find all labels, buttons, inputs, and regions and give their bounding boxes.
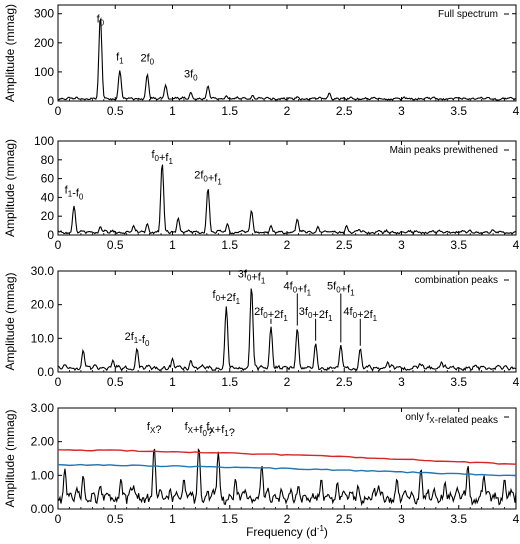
peak-annotation: fX? <box>147 421 162 436</box>
y-tick-label: 0 <box>47 228 54 242</box>
x-tick-label: 4 <box>513 104 520 118</box>
x-tick-label: 0.5 <box>107 512 124 526</box>
panel-3: 0 0.5 1 1.5 2 2.5 3 3.5 4 0.0 10.0 20.0 30.0 Amplitud… <box>3 264 520 389</box>
peak-annotation: 2f1-f0 <box>125 331 150 348</box>
series-line-2 <box>58 449 516 465</box>
series-line-1 <box>58 164 516 235</box>
series-line-1 <box>58 17 516 101</box>
x-tick-label: 2 <box>284 104 291 118</box>
y-tick-label: 10.0 <box>31 331 55 345</box>
y-tick-label: 200 <box>34 36 54 50</box>
x-tick-label: 1.5 <box>221 375 238 389</box>
y-tick-label: 3.00 <box>31 401 55 415</box>
peak-annotation: 3f0+f1 <box>238 269 266 286</box>
x-tick-label: 3 <box>398 375 405 389</box>
x-tick-label: 1 <box>169 238 176 252</box>
x-tick-label: 1 <box>169 512 176 526</box>
peak-annotation: 4f0+f1 <box>284 281 312 298</box>
x-tick-label: 1.5 <box>221 238 238 252</box>
x-tick-label: 0 <box>55 238 62 252</box>
y-axis-label: Amplitude (mmag) <box>3 4 17 102</box>
y-axis-label: Amplitude (mmag) <box>3 272 17 370</box>
peak-annotation: fX+f0? <box>185 421 213 439</box>
peak-annotation: 2f0+2f1 <box>254 306 288 323</box>
x-tick-label: 2.5 <box>336 104 353 118</box>
y-tick-label: 0.0 <box>37 365 54 379</box>
x-tick-label: 2.5 <box>336 238 353 252</box>
y-tick-label: 20.0 <box>31 298 55 312</box>
series-line-3 <box>58 463 516 477</box>
x-tick-label: 1 <box>169 104 176 118</box>
peak-annotation: f0+2f1 <box>213 289 241 306</box>
x-tick-label: 3.5 <box>450 238 467 252</box>
x-tick-label: 3 <box>398 512 405 526</box>
x-tick-label: 3.5 <box>450 375 467 389</box>
panel-4: 0 0.5 1 1.5 2 2.5 3 3.5 4 0.00 1.00 2.00 3.00 Amplitu… <box>3 401 520 539</box>
panel-label: only fX-related peaks <box>405 412 498 426</box>
peak-annotation: f0 <box>97 13 105 27</box>
x-tick-label: 0 <box>55 512 62 526</box>
x-tick-label: 3.5 <box>450 512 467 526</box>
y-axis-label: Amplitude (mmag) <box>3 409 17 507</box>
peak-annotation: 3f0 <box>184 69 198 83</box>
y-tick-label: 2.00 <box>31 435 55 449</box>
panel-label: combination peaks <box>415 275 498 286</box>
series-line-1 <box>58 288 516 372</box>
x-tick-label: 3.5 <box>450 104 467 118</box>
x-tick-label: 0.5 <box>107 375 124 389</box>
peak-annotation: 3f0+2f1 <box>299 306 333 323</box>
y-tick-label: 60 <box>41 172 55 186</box>
peak-annotation: 2f0 <box>140 53 154 67</box>
peak-annotation: 4f0+2f1 <box>343 306 377 323</box>
x-tick-label: 1 <box>169 375 176 389</box>
x-tick-label: 2.5 <box>336 375 353 389</box>
y-tick-label: 0 <box>47 94 54 108</box>
x-tick-label: 1.5 <box>221 512 238 526</box>
x-tick-label: 2 <box>284 512 291 526</box>
y-tick-label: 100 <box>34 65 54 79</box>
y-tick-label: 30.0 <box>31 264 55 278</box>
peak-annotation: 2f0+f1 <box>194 170 222 187</box>
x-axis-label: Frequency (d-1) <box>246 524 328 539</box>
x-tick-label: 1.5 <box>221 104 238 118</box>
peak-annotation: 5f0+f1 <box>327 281 355 298</box>
x-tick-label: 0 <box>55 104 62 118</box>
x-tick-label: 0 <box>55 375 62 389</box>
panel-label: Main peaks prewithened <box>390 145 498 156</box>
y-tick-label: 100 <box>34 134 54 148</box>
y-tick-label: 20 <box>41 209 55 223</box>
y-tick-label: 80 <box>41 153 55 167</box>
x-tick-label: 4 <box>513 238 520 252</box>
peak-annotation: f1 <box>116 51 124 65</box>
y-tick-label: 40 <box>41 190 55 204</box>
x-tick-label: 4 <box>513 375 520 389</box>
y-tick-label: 300 <box>34 7 54 21</box>
x-tick-label: 3 <box>398 104 405 118</box>
x-tick-label: 0.5 <box>107 104 124 118</box>
peak-annotation: f0+f1 <box>151 149 173 166</box>
y-axis-label: Amplitude (mmag) <box>3 139 17 237</box>
peak-annotation: fX+f1? <box>206 421 234 439</box>
panel-1: 0 0.5 1 1.5 2 2.5 3 3.5 4 0 100 200 300 Amplitude (mm… <box>3 4 520 118</box>
panel-label: Full spectrum <box>438 9 498 20</box>
y-tick-label: 1.00 <box>31 468 55 482</box>
y-tick-label: 0.00 <box>31 502 55 516</box>
x-tick-label: 0.5 <box>107 238 124 252</box>
x-tick-label: 2.5 <box>336 512 353 526</box>
x-tick-label: 4 <box>513 512 520 526</box>
x-tick-label: 2 <box>284 375 291 389</box>
peak-annotation: f1-f0 <box>65 185 84 202</box>
x-tick-label: 2 <box>284 238 291 252</box>
x-tick-label: 3 <box>398 238 405 252</box>
series-line-1 <box>58 447 516 507</box>
